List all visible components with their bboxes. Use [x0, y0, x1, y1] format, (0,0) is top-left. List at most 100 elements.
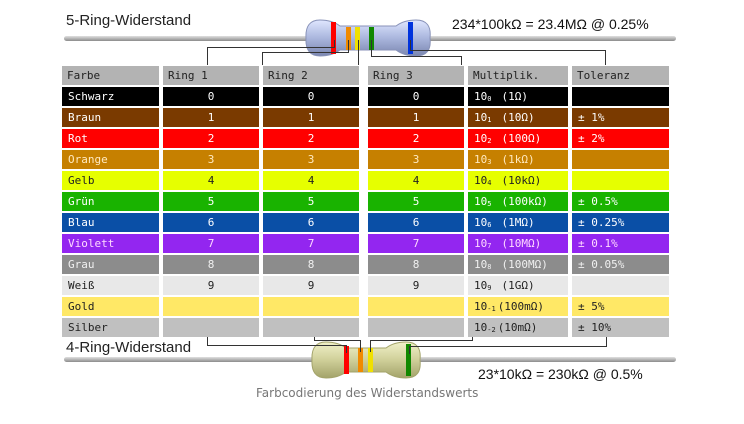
cell-ring-3: 4	[368, 171, 464, 190]
cell-ring-3: 7	[368, 234, 464, 253]
multiplier-base: 10	[474, 90, 488, 103]
header-farbe: Farbe	[62, 66, 159, 85]
band-5-yellow	[355, 27, 360, 50]
formula-5-ring: 234*100kΩ = 23.4MΩ @ 0.25%	[452, 16, 649, 32]
cell-ring-3: 5	[368, 192, 464, 211]
multiplier-exponent: 1	[487, 116, 492, 124]
multiplier-exponent: -1	[487, 305, 496, 313]
multiplier-exponent: 0	[487, 95, 492, 103]
multiplier-base: 10	[474, 153, 488, 166]
cell-ring-2: 0	[263, 87, 359, 106]
cell-ring-1: 0	[163, 87, 259, 106]
multiplier-exponent: 3	[487, 158, 492, 166]
multiplier-base: 10	[474, 174, 488, 187]
cell-ring-3: 0	[368, 87, 464, 106]
title-4-ring: 4-Ring-Widerstand	[66, 339, 192, 356]
multiplier-value: (100Ω)	[501, 132, 542, 145]
cell-color-name: Silber	[62, 318, 159, 337]
cell-tolerance: ± 2%	[572, 129, 669, 148]
cell-multiplier: 100 (1Ω)	[468, 87, 568, 106]
cell-ring-1	[163, 297, 259, 316]
multiplier-value: (100mΩ)	[497, 300, 545, 313]
cell-ring-2	[263, 318, 359, 337]
header-ring-3: Ring 3	[368, 66, 464, 85]
cell-color-name: Grau	[62, 255, 159, 274]
resistor-4-body	[311, 341, 421, 379]
cell-ring-2: 8	[263, 255, 359, 274]
multiplier-value: (10Ω)	[501, 111, 535, 124]
header-ring-2: Ring 2	[263, 66, 359, 85]
multiplier-base: 10	[474, 111, 488, 124]
cell-color-name: Orange	[62, 150, 159, 169]
cell-tolerance: ± 0.5%	[572, 192, 669, 211]
cell-ring-2: 6	[263, 213, 359, 232]
cell-ring-1: 3	[163, 150, 259, 169]
formula-4-ring: 23*10kΩ = 230kΩ @ 0.5%	[478, 366, 643, 382]
cell-ring-1: 6	[163, 213, 259, 232]
cell-color-name: Gelb	[62, 171, 159, 190]
band-5-blue	[408, 22, 413, 54]
multiplier-base: 10	[474, 279, 488, 292]
band-4-orange	[358, 348, 363, 372]
multiplier-value: (1MΩ)	[501, 216, 535, 229]
header-multiplikator: Multiplik.	[468, 66, 568, 85]
cell-tolerance: ± 10%	[572, 318, 669, 337]
title-5-ring: 5-Ring-Widerstand	[66, 12, 192, 29]
multiplier-value: (1Ω)	[501, 90, 528, 103]
cell-ring-1: 8	[163, 255, 259, 274]
cell-ring-1: 4	[163, 171, 259, 190]
cell-ring-1	[163, 318, 259, 337]
cell-color-name: Rot	[62, 129, 159, 148]
cell-ring-3: 1	[368, 108, 464, 127]
cell-ring-3: 2	[368, 129, 464, 148]
band-4-yellow	[368, 348, 373, 372]
cell-ring-2	[263, 297, 359, 316]
cell-ring-2: 2	[263, 129, 359, 148]
band-4-green	[406, 344, 411, 376]
cell-ring-3	[368, 318, 464, 337]
caption: Farbcodierung des Widerstandswerts	[256, 386, 479, 400]
band-5-red	[331, 22, 336, 54]
multiplier-exponent: 7	[487, 242, 492, 250]
multiplier-base: 10	[474, 321, 488, 334]
multiplier-exponent: 5	[487, 200, 492, 208]
cell-ring-3: 3	[368, 150, 464, 169]
cell-ring-2: 5	[263, 192, 359, 211]
multiplier-exponent: 9	[487, 284, 492, 292]
cell-ring-2: 4	[263, 171, 359, 190]
cell-color-name: Gold	[62, 297, 159, 316]
cell-tolerance: ± 1%	[572, 108, 669, 127]
cell-ring-3: 8	[368, 255, 464, 274]
cell-tolerance	[572, 171, 669, 190]
multiplier-base: 10	[474, 237, 488, 250]
cell-ring-3: 9	[368, 276, 464, 295]
multiplier-exponent: -2	[487, 326, 496, 334]
multiplier-exponent: 6	[487, 221, 492, 229]
cell-multiplier: 106 (1MΩ)	[468, 213, 568, 232]
cell-tolerance: ± 0.1%	[572, 234, 669, 253]
multiplier-base: 10	[474, 216, 488, 229]
cell-ring-3: 6	[368, 213, 464, 232]
cell-multiplier: 10-1 (100mΩ)	[468, 297, 568, 316]
band-5-orange	[346, 27, 351, 50]
cell-multiplier: 105 (100kΩ)	[468, 192, 568, 211]
cell-multiplier: 102 (100Ω)	[468, 129, 568, 148]
cell-multiplier: 101 (10Ω)	[468, 108, 568, 127]
cell-ring-3	[368, 297, 464, 316]
cell-multiplier: 104 (10kΩ)	[468, 171, 568, 190]
multiplier-value: (10mΩ)	[497, 321, 538, 334]
cell-ring-1: 9	[163, 276, 259, 295]
cell-color-name: Blau	[62, 213, 159, 232]
cell-tolerance: ± 0.05%	[572, 255, 669, 274]
cell-multiplier: 107 (10MΩ)	[468, 234, 568, 253]
cell-color-name: Schwarz	[62, 87, 159, 106]
multiplier-base: 10	[474, 195, 488, 208]
cell-color-name: Weiß	[62, 276, 159, 295]
multiplier-exponent: 8	[487, 263, 492, 271]
cell-tolerance	[572, 276, 669, 295]
cell-ring-1: 1	[163, 108, 259, 127]
cell-multiplier: 109 (1GΩ)	[468, 276, 568, 295]
cell-multiplier: 103 (1kΩ)	[468, 150, 568, 169]
band-5-green	[369, 27, 374, 50]
cell-color-name: Violett	[62, 234, 159, 253]
